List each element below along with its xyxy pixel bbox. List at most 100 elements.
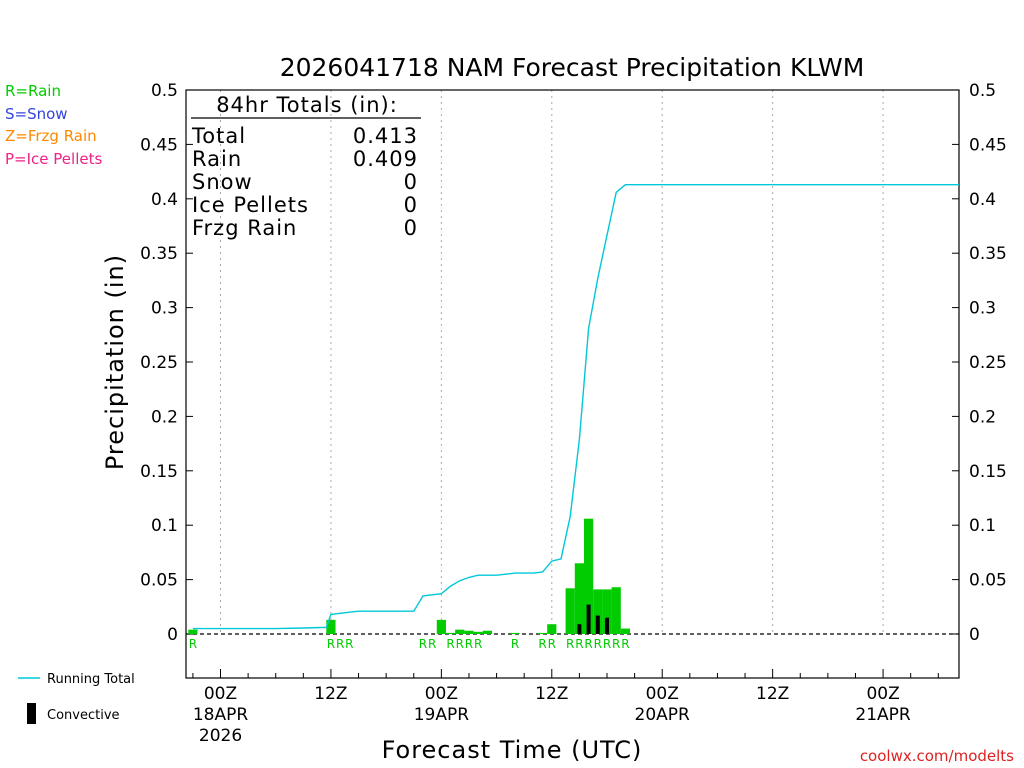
y-tick-label-right: 0.3 [969, 299, 996, 319]
precip-bar [602, 589, 612, 634]
ptype-letter: R [345, 637, 353, 651]
credit-text: coolwx.com/modelts [860, 747, 1014, 765]
ptype-letter: R [594, 637, 602, 651]
precip-bar [464, 630, 474, 634]
convective-legend-label: Convective [47, 708, 120, 723]
convective-bar [605, 617, 610, 634]
y-tick-label-right: 0.15 [969, 462, 1007, 482]
y-tick-label-right: 0.2 [969, 407, 996, 427]
y-tick-label-right: 0.5 [969, 81, 996, 101]
totals-label-snow: Snow [192, 170, 253, 194]
ptype-letter: R [612, 637, 620, 651]
precip-bar [593, 589, 603, 634]
running-total-line [192, 183, 959, 630]
totals-label-frzg-rain: Frzg Rain [192, 216, 297, 240]
ptype-legend: R=Rain S=Snow Z=Frzg Rain P=Ice Pellets [5, 82, 102, 168]
precip-bar [611, 587, 621, 634]
precip-bar [436, 619, 446, 634]
precip-bar [547, 624, 557, 634]
x-tick-label: 00Z [866, 684, 899, 704]
ptype-letter: R [419, 637, 427, 651]
precip-bar [473, 631, 483, 634]
y-tick-label-right: 0 [969, 625, 980, 645]
x-tick-label: 12Z [314, 684, 347, 704]
precip-bar [584, 518, 594, 634]
x-tick-label: 00Z [425, 684, 458, 704]
legend-rain: R=Rain [5, 82, 61, 100]
ptype-letter: R [456, 637, 464, 651]
totals-value-rain: 0.409 [353, 147, 418, 171]
ptype-letter: R [575, 637, 583, 651]
y-tick-label-right: 0.45 [969, 135, 1007, 155]
totals-value-frzg-rain: 0 [404, 216, 418, 240]
chart-title: 2026041718 NAM Forecast Precipitation KL… [280, 53, 865, 82]
ptype-letter: R [548, 637, 556, 651]
ptype-letter: R [446, 637, 454, 651]
totals-label-ice-pellets: Ice Pellets [192, 193, 309, 217]
y-tick-label-left: 0.2 [151, 407, 178, 427]
ptype-letter: R [327, 637, 335, 651]
y-tick-label-left: 0.1 [151, 516, 178, 536]
totals-label-rain: Rain [192, 147, 242, 171]
y-tick-label-left: 0.15 [140, 462, 178, 482]
y-tick-label-right: 0.35 [969, 244, 1007, 264]
y-tick-label-left: 0.45 [140, 135, 178, 155]
ptype-letter: R [621, 637, 629, 651]
x-tick-label: 00Z [646, 684, 679, 704]
totals-box: 84hr Totals (in): Total 0.413 Rain 0.409… [191, 93, 421, 240]
x-tick-date-label: 21APR [855, 705, 911, 725]
series-legend: Running Total Convective [18, 672, 135, 724]
precip-bar [455, 629, 465, 634]
totals-label-total: Total [191, 124, 246, 148]
y-tick-label-right: 0.25 [969, 353, 1007, 373]
ptype-letter: R [566, 637, 574, 651]
convective-legend-swatch [27, 703, 36, 724]
totals-header: 84hr Totals (in): [216, 93, 398, 117]
running-total-legend-label: Running Total [47, 672, 135, 687]
y-tick-label-right: 0.05 [969, 571, 1007, 591]
precip-bar [482, 630, 492, 634]
precip-bar [565, 588, 575, 634]
ptype-letter: R [538, 637, 546, 651]
ptype-letter: R [189, 637, 197, 651]
ptype-letter: R [474, 637, 482, 651]
totals-value-ice-pellets: 0 [404, 193, 418, 217]
ptype-letter: R [428, 637, 436, 651]
totals-value-total: 0.413 [353, 124, 418, 148]
x-tick-date-label: 18APR [193, 705, 249, 725]
precip-bar [574, 563, 585, 634]
precip-bar [620, 628, 631, 634]
x-tick-label: 12Z [756, 684, 789, 704]
ptype-letter: R [336, 637, 344, 651]
x-axis-label: Forecast Time (UTC) [382, 736, 643, 764]
y-tick-label-right: 0.1 [969, 516, 996, 536]
totals-value-snow: 0 [404, 170, 418, 194]
ptype-letter: R [511, 637, 519, 651]
y-tick-label-left: 0.05 [140, 571, 178, 591]
legend-frzg-rain: Z=Frzg Rain [5, 127, 97, 145]
convective-bar [586, 604, 591, 634]
y-tick-label-left: 0.5 [151, 81, 178, 101]
y-tick-label-left: 0.4 [151, 190, 178, 210]
y-tick-label-left: 0.25 [140, 353, 178, 373]
ptype-letter: R [584, 637, 592, 651]
x-tick-date-label: 19APR [414, 705, 470, 725]
plot-frame [185, 89, 960, 679]
x-tick-year-label: 2026 [199, 726, 242, 746]
legend-snow: S=Snow [5, 105, 68, 123]
ptype-letter: R [603, 637, 611, 651]
x-tick-label: 12Z [535, 684, 568, 704]
ptype-letter: R [465, 637, 473, 651]
precip-bar [537, 632, 548, 634]
x-tick-label: 00Z [204, 684, 237, 704]
precip-bar [510, 632, 520, 634]
convective-bar [577, 624, 582, 634]
y-axis-label: Precipitation (in) [101, 254, 129, 470]
convective-bar [595, 615, 600, 634]
y-tick-label-left: 0 [167, 625, 178, 645]
y-tick-label-left: 0.3 [151, 299, 178, 319]
legend-ice-pellets: P=Ice Pellets [5, 150, 102, 168]
precip-bar [188, 629, 198, 634]
y-tick-label-right: 0.4 [969, 190, 996, 210]
